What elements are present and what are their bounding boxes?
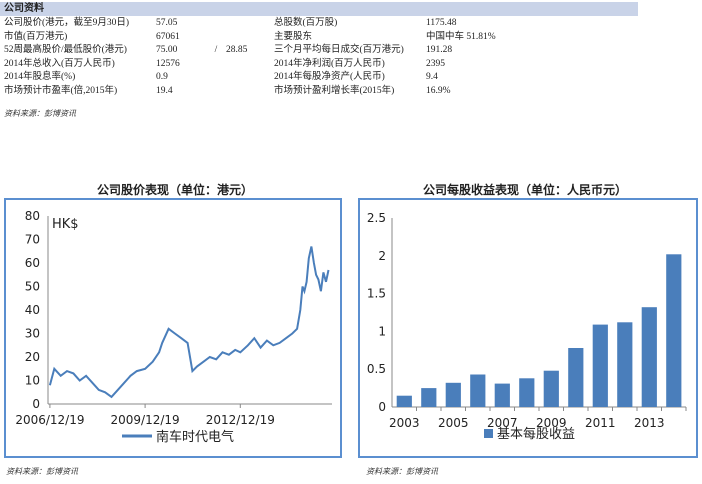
info-value: 57.05 (156, 18, 178, 28)
unit-label: HK$ (52, 217, 79, 232)
info-value: 16.9% (426, 85, 451, 96)
eps-bar (617, 322, 633, 407)
info-label: 52周最高股价/最低股价(港元) (4, 45, 127, 55)
y-tick-label: 2.5 (367, 211, 386, 225)
x-tick-label: 2009 (536, 416, 567, 430)
y-tick-label: 1 (378, 324, 386, 338)
y-tick-label: 40 (25, 303, 40, 317)
price-chart-source: 资料来源：彭博资讯 (6, 467, 78, 476)
y-tick-label: 60 (25, 256, 40, 270)
info-row: 2014年股息率(%) 0.9 2014年每股净资产(人民币) 9.4 (4, 71, 546, 85)
info-label: 2014年总收入(百万人民币) (4, 58, 115, 69)
eps-bar (543, 370, 559, 407)
info-separator (206, 58, 226, 72)
eps-bar (568, 348, 584, 407)
info-row: 市场预计市盈率(倍,2015年) 19.4 市场预计盈利增长率(2015年) 16.9… (4, 85, 546, 99)
info-row: 52周最高股价/最低股价(港元) 75.00 / 28.85 三个月平均每日成交(百万港… (4, 44, 546, 58)
x-tick-label: 2009/12/19 (111, 413, 180, 427)
price-chart: 0 10 20 30 40 50 60 70 80 2006/12/19 2009/12/19 201… (15, 209, 332, 445)
eps-bar (421, 388, 437, 407)
info-value: 2395 (426, 58, 445, 69)
info-value-secondary (226, 71, 274, 85)
info-value: 191.28 (426, 45, 453, 55)
info-separator (206, 17, 226, 31)
info-value: 75.00 (156, 45, 178, 55)
info-label: 公司股价(港元，截至9月30日) (4, 18, 130, 28)
y-tick-label: 50 (25, 280, 40, 294)
price-chart-panel: 0 10 20 30 40 50 60 70 80 2006/12/19 2009/12/19 201… (4, 198, 342, 458)
info-label: 市场预计盈利增长率(2015年) (274, 85, 395, 96)
y-tick-label: 0 (378, 400, 386, 414)
x-tick-label: 2013 (634, 416, 665, 430)
info-value: 67061 (156, 31, 180, 42)
info-value-secondary (226, 31, 274, 45)
y-tick-label: 0.5 (367, 362, 386, 376)
x-tick-label: 2006/12/19 (15, 413, 84, 427)
y-tick-label: 2 (378, 249, 386, 263)
info-label: 市值(百万港元) (4, 31, 68, 42)
info-row: 市值(百万港元) 67061 主要股东 中国中车 51.81% (4, 31, 546, 45)
eps-bar (592, 324, 608, 407)
price-series-line (48, 246, 330, 399)
info-label: 2014年股息率(%) (4, 72, 76, 82)
info-value: 12576 (156, 58, 180, 69)
info-separator (206, 31, 226, 45)
info-separator (206, 85, 226, 99)
eps-chart-title: 公司每股收益表现（单位：人民币元） (422, 183, 627, 197)
info-value-secondary (226, 58, 274, 72)
eps-bar (494, 383, 510, 407)
eps-chart-panel: 0 0.5 1 1.5 2 2.5 2003 2005 2007 2009 2011 2013 基本每股… (358, 198, 698, 458)
info-value: 1175.48 (426, 18, 457, 28)
info-label: 主要股东 (274, 31, 313, 42)
y-tick-label: 80 (25, 209, 40, 223)
info-label: 市场预计市盈率(倍,2015年) (4, 85, 118, 96)
eps-bar (666, 254, 682, 407)
legend-label: 基本每股收益 (497, 426, 575, 442)
eps-bar (396, 395, 412, 407)
info-value-secondary (226, 85, 274, 99)
eps-bar (470, 374, 486, 407)
info-value: 中国中车 51.81% (426, 31, 496, 42)
info-source: 资料来源：彭博资讯 (4, 109, 76, 118)
info-value: 0.9 (156, 72, 168, 82)
x-tick-label: 2011 (585, 416, 616, 430)
info-label: 2014年每股净资产(人民币) (274, 72, 385, 82)
y-tick-label: 10 (25, 374, 40, 388)
eps-chart: 0 0.5 1 1.5 2 2.5 2003 2005 2007 2009 2011 2013 基本每股… (367, 211, 687, 442)
info-value: 19.4 (156, 85, 173, 96)
info-value-secondary (226, 17, 274, 31)
eps-bar (445, 382, 461, 407)
y-tick-label: 70 (25, 233, 40, 247)
x-tick-label: 2005 (438, 416, 469, 430)
price-chart-title: 公司股价表现（单位：港元） (96, 183, 253, 197)
y-tick-label: 0 (32, 397, 40, 411)
info-value: 9.4 (426, 72, 438, 82)
y-tick-label: 20 (25, 350, 40, 364)
eps-bar (519, 378, 535, 407)
info-label: 2014年净利润(百万人民币) (274, 58, 385, 69)
company-info-table: 公司股价(港元，截至9月30日) 57.05 总股数(百万股) 1175.48 市值(百… (4, 17, 546, 98)
legend-swatch (484, 429, 493, 438)
info-label: 三个月平均每日成交(百万港元) (274, 45, 404, 55)
legend-label: 南车时代电气 (156, 429, 234, 445)
company-info-header: 公司资料 (0, 2, 638, 16)
info-value-secondary: 28.85 (226, 45, 248, 55)
info-row: 公司股价(港元，截至9月30日) 57.05 总股数(百万股) 1175.48 (4, 17, 546, 31)
info-row: 2014年总收入(百万人民币) 12576 2014年净利润(百万人民币) 2395 (4, 58, 546, 72)
eps-bar (641, 307, 657, 407)
info-label: 总股数(百万股) (274, 18, 338, 28)
x-tick-label: 2012/12/19 (206, 413, 275, 427)
y-tick-label: 30 (25, 327, 40, 341)
eps-chart-source: 资料来源：彭博资讯 (366, 467, 438, 476)
info-separator (206, 71, 226, 85)
info-separator: / (214, 45, 218, 55)
x-tick-label: 2007 (487, 416, 518, 430)
y-tick-label: 1.5 (367, 287, 386, 301)
x-tick-label: 2003 (389, 416, 420, 430)
